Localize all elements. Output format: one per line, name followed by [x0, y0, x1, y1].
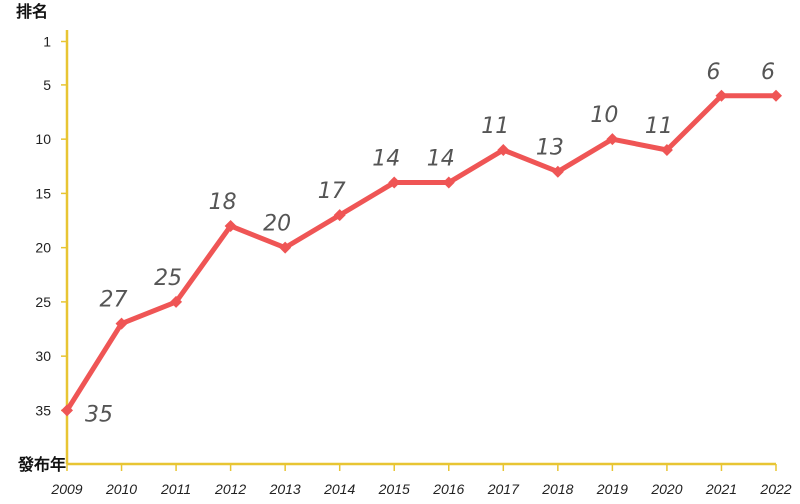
- y-tick-label: 35: [35, 402, 51, 418]
- y-tick-label: 10: [35, 131, 51, 147]
- data-point: [442, 176, 455, 189]
- data-point: [770, 89, 782, 102]
- data-labels: 35 27 25 18 20 17 14 14 11 13 10 11 6 6: [85, 60, 775, 428]
- data-label: 13: [536, 136, 564, 161]
- data-label: 14: [427, 147, 455, 172]
- data-label: 11: [481, 114, 509, 139]
- x-tick-label: 2019: [596, 481, 628, 497]
- data-point: [551, 165, 564, 178]
- x-tick-label: 2022: [759, 481, 791, 497]
- x-tick-label: 2021: [705, 481, 737, 497]
- data-point: [279, 241, 292, 254]
- data-point: [606, 133, 619, 146]
- data-point: [388, 176, 401, 189]
- data-point: [170, 295, 183, 308]
- x-tick-label: 2011: [160, 481, 191, 497]
- data-label: 10: [590, 103, 618, 128]
- x-tick-label: 2013: [269, 481, 301, 497]
- data-point: [497, 144, 510, 156]
- data-label: 14: [372, 147, 400, 172]
- y-tick-label: 1: [43, 34, 51, 50]
- data-point: [333, 209, 346, 222]
- x-tick-label: 2015: [378, 481, 410, 497]
- y-tick-label: 30: [35, 348, 51, 364]
- data-label: 25: [154, 266, 182, 291]
- x-tick-label: 2010: [105, 481, 137, 497]
- data-label: 20: [263, 212, 291, 237]
- data-label: 27: [100, 288, 128, 313]
- data-label: 6: [706, 60, 720, 85]
- x-tick-label: 2020: [650, 481, 682, 497]
- data-label: 6: [761, 60, 775, 85]
- data-label: 11: [645, 114, 673, 139]
- y-axis-title: 排名: [16, 2, 48, 21]
- data-point: [61, 404, 73, 417]
- data-point: [115, 317, 128, 330]
- data-point: [224, 219, 237, 232]
- x-ticks: 2009 2010 2011 2012 2013 2014 2015 2016 2017 2018…: [50, 464, 792, 497]
- x-tick-label: 2016: [432, 481, 464, 497]
- x-tick-label: 2009: [50, 481, 82, 497]
- data-label: 35: [85, 402, 113, 427]
- data-point: [660, 144, 673, 156]
- y-tick-label: 20: [35, 240, 51, 256]
- x-tick-label: 2014: [323, 481, 355, 497]
- data-label: 17: [318, 179, 346, 204]
- x-tick-label: 2018: [541, 481, 573, 497]
- x-tick-label: 2017: [487, 481, 520, 497]
- series-line: [64, 93, 779, 413]
- y-tick-label: 5: [43, 77, 51, 93]
- y-tick-label: 15: [35, 185, 51, 201]
- data-points: [61, 89, 782, 417]
- x-axis-title: 發布年: [17, 455, 66, 474]
- data-label: 18: [209, 190, 237, 215]
- data-point: [715, 89, 728, 102]
- y-tick-label: 25: [35, 294, 51, 310]
- x-tick-label: 2012: [214, 481, 246, 497]
